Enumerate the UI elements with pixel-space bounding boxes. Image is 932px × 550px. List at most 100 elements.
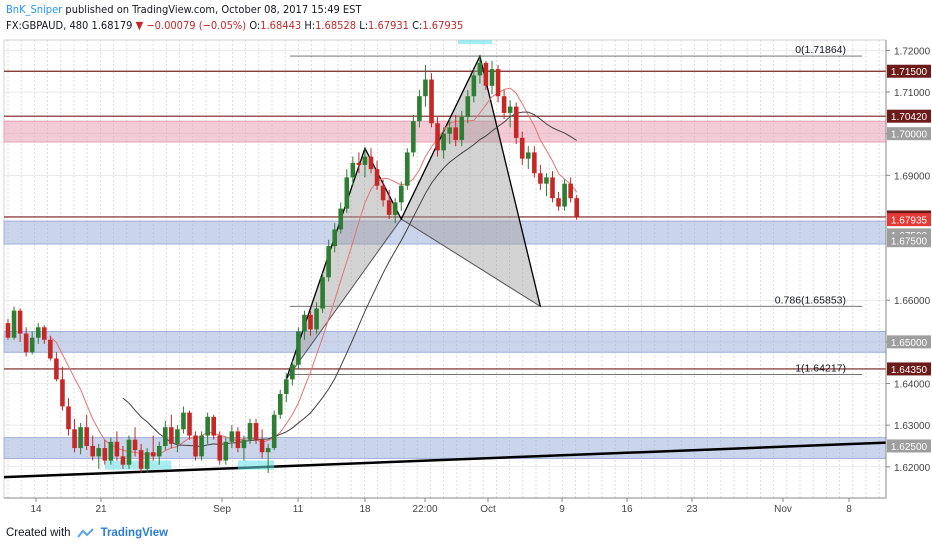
- candle-body: [308, 314, 313, 330]
- candle-body: [489, 69, 495, 86]
- candle-body: [538, 173, 543, 184]
- candle-body: [241, 439, 247, 449]
- candle-body: [562, 183, 567, 207]
- candle-body: [223, 441, 229, 461]
- time-tick-label: 23: [686, 504, 698, 515]
- candle-body: [29, 337, 35, 353]
- candle-body: [574, 198, 579, 217]
- plot-area: [3, 39, 887, 499]
- grid-layer: [3, 39, 887, 499]
- candle-body: [350, 162, 356, 178]
- price-tag-label: 1.62500: [891, 442, 928, 453]
- candle-body: [447, 127, 452, 134]
- candle-body: [181, 412, 186, 430]
- candle-body: [253, 423, 259, 440]
- price-tag-label: 1.65000: [891, 338, 928, 349]
- open-label: O:: [249, 19, 261, 32]
- candle-body: [338, 208, 344, 230]
- candle-body: [441, 133, 446, 151]
- candle-body: [332, 229, 337, 247]
- sr-zone: [3, 330, 887, 353]
- candle-body: [314, 308, 319, 330]
- fib-label: 0(1.71864): [795, 44, 846, 56]
- moving-average-line: [50, 87, 578, 455]
- price-tick-label: 1.71000: [894, 88, 931, 99]
- candle-body: [380, 185, 386, 201]
- zones-layer: [3, 120, 887, 459]
- low-highlight-box: [237, 460, 275, 470]
- highlight-layer: [104, 40, 492, 470]
- candle-body: [5, 323, 11, 338]
- down-arrow-icon: ▼: [135, 19, 144, 32]
- candle-body: [102, 448, 108, 461]
- candle-body: [477, 62, 483, 76]
- candle-body: [235, 431, 241, 449]
- candle-body: [550, 177, 555, 199]
- candle-body: [205, 416, 210, 436]
- time-tick-label: Nov: [774, 504, 792, 515]
- candle-body: [302, 314, 307, 332]
- candle-body: [90, 445, 95, 457]
- price-tag-label: 1.70000: [891, 130, 928, 141]
- price-tick-label: 1.63000: [894, 421, 931, 432]
- low-value: 1.67931: [368, 19, 409, 32]
- candle-body: [284, 379, 289, 394]
- candle-body: [66, 406, 71, 430]
- created-with-text: Created with: [6, 527, 71, 539]
- candle-body: [23, 333, 29, 353]
- trendline-layer: [3, 441, 887, 479]
- price-tag-label: 1.64350: [891, 365, 928, 376]
- price-tag: [887, 362, 931, 376]
- fib-label: 1(1.64217): [795, 362, 846, 374]
- candle-body: [150, 452, 156, 457]
- price-tag-label: 1.70420: [891, 112, 928, 123]
- candle-body: [423, 79, 428, 97]
- candle-body: [169, 427, 174, 444]
- price-tag: [887, 234, 931, 248]
- time-tick-label: Oct: [480, 504, 496, 515]
- tradingview-brand[interactable]: TradingView: [100, 527, 169, 539]
- fib-layer: 0(1.71864) 0.786(1.65853) 1(1.64217): [290, 44, 862, 375]
- high-label: H:: [304, 19, 316, 32]
- price-tag-label: 1.67500: [891, 237, 928, 248]
- price-tick-label: 1.64000: [894, 380, 931, 391]
- candle-body: [296, 331, 301, 365]
- candle-body: [290, 364, 295, 380]
- candle-body: [356, 162, 362, 165]
- axis-layer: 1.72000 1.71000 1.70000 1.69000 1.66000 1.650…: [4, 40, 931, 515]
- candle-body: [320, 277, 325, 309]
- candle-body: [217, 435, 223, 461]
- low-highlight-box: [104, 460, 172, 470]
- price-tick-label: 1.62000: [894, 463, 931, 474]
- price-tag: [887, 213, 931, 227]
- candle-body: [48, 339, 53, 359]
- author-link[interactable]: BnK_Sniper: [6, 3, 63, 16]
- candle-body: [132, 439, 138, 451]
- candle-body: [362, 156, 368, 165]
- candle-body: [193, 435, 198, 457]
- candle-body: [54, 358, 59, 380]
- time-tick-label: 14: [30, 504, 42, 515]
- candle-body: [175, 429, 180, 444]
- levels-layer: [4, 70, 886, 370]
- candle-body: [84, 427, 89, 446]
- candle-body: [392, 202, 398, 215]
- candle-body: [459, 117, 465, 140]
- price-tick-label: 1.69000: [894, 171, 931, 182]
- candle-body: [259, 439, 265, 453]
- candle-body: [519, 137, 525, 159]
- candle-body: [526, 152, 531, 159]
- candle-body: [78, 427, 83, 449]
- candle-body: [568, 183, 573, 199]
- candle-body: [556, 198, 561, 207]
- candle-body: [513, 106, 519, 138]
- close-value: 1.67935: [422, 19, 464, 32]
- candle-body: [72, 429, 77, 449]
- candle-body: [501, 96, 507, 113]
- candle-body: [532, 152, 537, 174]
- price-change: −0.00079 (−0.05%): [146, 19, 247, 32]
- candle-body: [277, 393, 283, 415]
- candle-body: [368, 156, 374, 170]
